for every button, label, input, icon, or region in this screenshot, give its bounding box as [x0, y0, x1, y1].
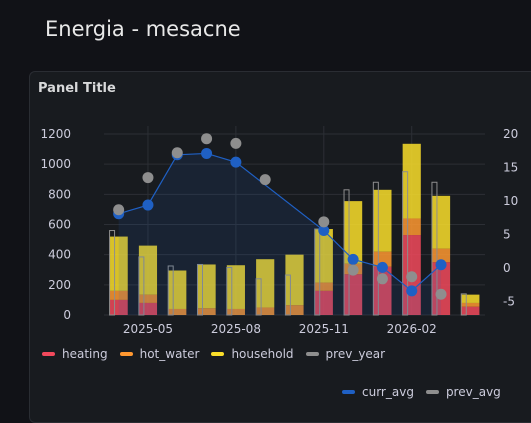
bar-prev_year	[284, 274, 291, 316]
y-left-tick-label: 1000	[40, 157, 71, 171]
legend-item-heating[interactable]: heating	[42, 347, 108, 361]
legend-item-household[interactable]: household	[211, 347, 294, 361]
y-right-tick-label: 5	[503, 228, 511, 242]
bar-prev_year	[314, 228, 321, 316]
prev-avg-point	[171, 147, 183, 159]
bar-prev_year	[255, 278, 262, 316]
bar-prev_year	[402, 171, 409, 316]
bar-prev_year	[109, 230, 116, 316]
bar-prev_year	[138, 256, 145, 316]
prev-avg-point	[406, 271, 418, 283]
prev-avg-point	[201, 133, 213, 145]
prev-avg-point	[347, 264, 359, 276]
prev-avg-point	[318, 216, 330, 228]
legend-label: curr_avg	[362, 385, 414, 399]
bar-hot_water	[402, 218, 421, 236]
x-tick-label: 2025-11	[299, 322, 349, 336]
legend-swatch	[211, 352, 225, 356]
curr-avg-point	[230, 156, 242, 168]
bar-prev_year	[167, 265, 174, 316]
y-right-tick-label: 0	[503, 261, 511, 275]
bar-household	[431, 195, 451, 249]
chart-panel[interactable]: Panel Title 0 200 400 600 800 1000 1200 -5 0 5 10 1…	[29, 71, 531, 423]
dashboard-title: Energia - mesacne	[45, 17, 241, 41]
y-right-tick-label: 15	[503, 161, 518, 175]
bar-prev_year	[372, 181, 379, 316]
curr-avg-point	[435, 259, 447, 271]
legend-swatch	[342, 390, 355, 394]
curr-avg-area	[118, 153, 442, 315]
y-left-tick-label: 0	[63, 308, 71, 322]
legend-swatch	[119, 352, 133, 356]
legend-item-curr-avg[interactable]: curr_avg	[342, 385, 414, 399]
bar-hot_water	[226, 308, 245, 315]
prev-avg-point	[435, 288, 447, 300]
legend-label: household	[231, 347, 294, 361]
x-tick-label: 2025-08	[211, 322, 261, 336]
prev-avg-point	[113, 204, 125, 216]
legend-label: prev_avg	[445, 385, 501, 399]
legend-left: heating hot_water household prev_year	[42, 347, 397, 361]
bar-hot_water	[109, 290, 128, 300]
y-right-tick-label: 10	[503, 194, 518, 208]
bar-hot_water	[138, 294, 158, 303]
bar-household	[402, 143, 421, 219]
bar-hot_water	[314, 282, 333, 291]
y-right-tick-label: -5	[503, 295, 515, 309]
energy-chart: 0 200 400 600 800 1000 1200 -5 0 5 10 15 20 2025-05 20…	[40, 126, 518, 336]
y-left-tick-label: 800	[48, 187, 71, 201]
bar-prev_year	[196, 263, 203, 316]
bar-hot_water	[285, 305, 304, 315]
bar-household	[461, 294, 480, 303]
bar-prev_year	[431, 181, 438, 316]
legend-swatch	[305, 352, 319, 356]
legend-label: hot_water	[139, 347, 200, 361]
legend-right: curr_avg prev_avg	[342, 385, 513, 399]
prev-avg-point	[376, 273, 388, 285]
y-left-tick-label: 400	[48, 248, 71, 262]
curr-avg-point	[318, 225, 330, 237]
bar-prev_year	[226, 266, 233, 316]
bar-hot_water	[256, 307, 275, 315]
x-tick-label: 2025-05	[123, 322, 173, 336]
legend-item-prev-year[interactable]: prev_year	[305, 347, 386, 361]
prev-avg-point	[259, 174, 271, 186]
curr-avg-point	[201, 147, 213, 159]
curr-avg-point	[376, 261, 388, 273]
prev-avg-point	[230, 137, 242, 149]
x-tick-label: 2026-02	[387, 322, 437, 336]
legend-label: prev_year	[325, 347, 386, 361]
y-left-tick-label: 600	[48, 218, 71, 232]
curr-avg-line	[118, 152, 442, 292]
bar-hot_water	[461, 302, 480, 307]
y-right-tick-label: 20	[503, 127, 518, 141]
curr-avg-point	[347, 253, 359, 265]
curr-avg-point	[406, 285, 418, 297]
bar-heating	[461, 306, 480, 315]
legend-swatch	[425, 390, 439, 394]
bar-prev_year	[460, 293, 467, 316]
bar-household	[373, 189, 392, 252]
bar-prev_year	[343, 189, 350, 316]
prev-avg-point	[142, 172, 154, 184]
bar-hot_water	[168, 308, 187, 315]
y-left-tick-label: 1200	[40, 127, 71, 141]
curr-avg-point	[142, 199, 154, 211]
legend-item-prev-avg[interactable]: prev_avg	[425, 385, 501, 399]
legend-item-hot-water[interactable]: hot_water	[119, 347, 200, 361]
legend-swatch	[42, 352, 55, 356]
panel-title[interactable]: Panel Title	[38, 81, 116, 96]
bar-hot_water	[197, 308, 216, 315]
legend-label: heating	[62, 347, 108, 361]
y-left-tick-label: 200	[48, 278, 71, 292]
